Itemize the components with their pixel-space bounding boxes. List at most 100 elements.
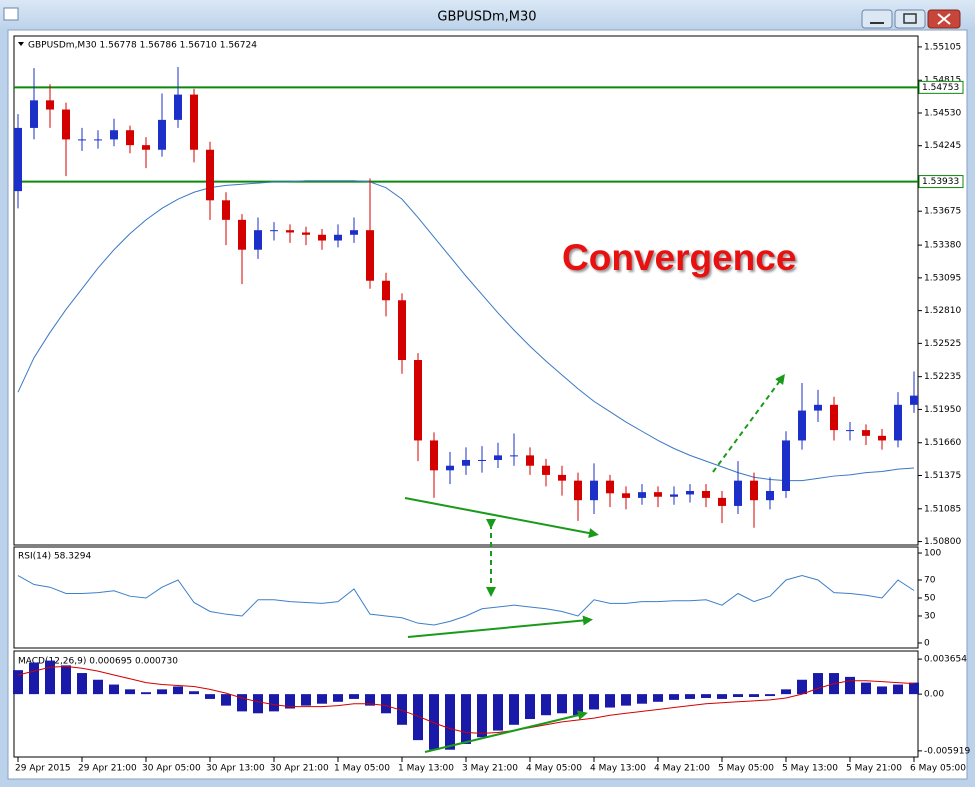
y-tick-label: 1.53380 (924, 241, 961, 251)
macd-bar (413, 694, 423, 741)
window-buttons (861, 9, 961, 29)
level-label-box (918, 175, 964, 189)
y-tick-label: 1.52235 (924, 372, 961, 382)
x-tick-label: 5 May 05:00 (718, 764, 774, 774)
x-tick-label: 29 Apr 21:00 (78, 764, 137, 774)
y-tick-label: 1.51375 (924, 471, 961, 481)
y-tick-label: 1.54530 (924, 108, 961, 118)
candle-body (238, 219, 246, 250)
macd-bar (77, 673, 87, 695)
candle-body (574, 480, 582, 501)
candle-body (462, 459, 470, 466)
candle-body (142, 145, 150, 150)
x-tick-label: 4 May 21:00 (654, 764, 710, 774)
y-tick-label: 1.52810 (924, 306, 961, 316)
macd-bar (653, 694, 663, 702)
y-tick-label: 1.55105 (924, 42, 961, 52)
candle-body (174, 94, 182, 120)
candle-body (750, 480, 758, 501)
macd-bar (45, 660, 55, 695)
candle-body (782, 440, 790, 491)
macd-bar (509, 694, 519, 725)
y-tick-label: 1.51660 (924, 438, 961, 448)
macd-bar (269, 694, 279, 712)
macd-bar (717, 694, 727, 699)
macd-bar (93, 679, 103, 695)
candle-body (702, 490, 710, 498)
x-tick-label: 30 Apr 21:00 (270, 764, 329, 774)
candle-body (254, 230, 262, 250)
macd-bar (253, 694, 263, 714)
macd-bar (61, 665, 71, 695)
candle-body (558, 474, 566, 481)
macd-bar (205, 694, 215, 699)
macd-bar (301, 694, 311, 706)
macd-bar (845, 676, 855, 695)
annotation: Convergence (562, 237, 796, 278)
candle-body (766, 490, 774, 501)
x-tick-label: 1 May 13:00 (398, 764, 454, 774)
candle-body (670, 494, 678, 497)
minimize-button[interactable] (861, 9, 893, 29)
candle-body (846, 430, 854, 432)
title-bar (0, 0, 975, 30)
rsi-header: RSI(14) 58.3294 (18, 552, 91, 562)
candle-body (910, 395, 918, 405)
y-tick-label: 1.51950 (924, 405, 961, 415)
candle-body (350, 230, 358, 235)
macd-bar (125, 689, 135, 695)
x-tick-label: 4 May 13:00 (590, 764, 646, 774)
macd-bar (397, 694, 407, 725)
candle-body (286, 230, 294, 233)
annotations (404, 373, 785, 753)
macd-bar (701, 694, 711, 698)
macd-bar (573, 694, 583, 716)
level-label: 1.53933 (922, 177, 959, 187)
y-tick-label: 70 (924, 576, 936, 586)
macd-bar (445, 694, 455, 750)
y-tick-label: 0.00 (924, 690, 944, 700)
y-tick-label: 1.52525 (924, 339, 961, 349)
maximize-button[interactable] (894, 9, 926, 29)
macd-bar (109, 684, 119, 695)
macd-bar (541, 694, 551, 716)
candle-body (814, 404, 822, 411)
candle-body (622, 493, 630, 498)
x-tick-label: 1 May 05:00 (334, 764, 390, 774)
candle-body (606, 480, 614, 494)
candle-body (590, 480, 598, 501)
macd-bar (781, 689, 791, 695)
candle-body (62, 109, 70, 140)
y-tick-label: 1.50800 (924, 537, 961, 547)
candle-body (222, 200, 230, 220)
x-tick-label: 3 May 21:00 (462, 764, 518, 774)
macd-bar (317, 694, 327, 704)
macd-bar (237, 694, 247, 712)
dropdown-icon (18, 42, 24, 46)
y-tick-label: 0 (924, 638, 930, 648)
macd-bar (813, 673, 823, 695)
macd-bar (381, 694, 391, 714)
candle-body (302, 232, 310, 235)
x-tick-label: 6 May 05:00 (910, 764, 966, 774)
candle-body (366, 230, 374, 281)
candle-body (798, 410, 806, 441)
candle-body (46, 100, 54, 110)
window-icon (3, 7, 19, 21)
candle-body (78, 139, 86, 141)
y-tick-label: 1.53675 (924, 207, 961, 217)
candle-body (542, 465, 550, 475)
candle-body (686, 490, 694, 495)
candle-body (830, 404, 838, 431)
macd-bar (637, 694, 647, 704)
level-label: 1.54753 (922, 83, 959, 93)
x-tick-label: 29 Apr 2015 (15, 764, 71, 774)
candle-body (14, 127, 22, 192)
y-tick-label: -0.005919 (924, 746, 970, 756)
candle-body (862, 430, 870, 436)
macd-bar (685, 694, 695, 699)
rsi-line (17, 574, 915, 626)
y-tick-label: 50 (924, 593, 936, 603)
candle-body (446, 465, 454, 471)
macd-bar (141, 692, 151, 695)
